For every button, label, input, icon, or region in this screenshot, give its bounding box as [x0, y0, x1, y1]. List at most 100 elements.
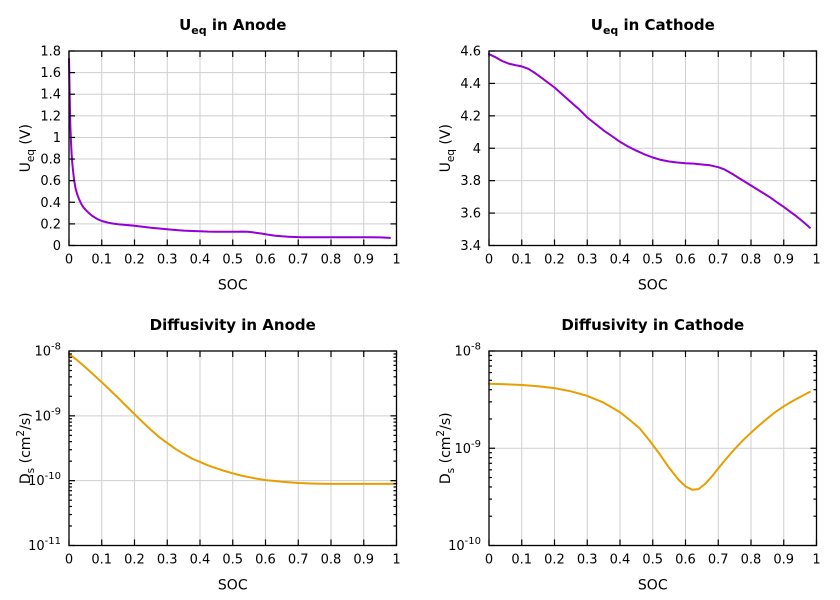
x-tick-label: 0.3 — [157, 553, 178, 568]
x-tick-label: 0.1 — [91, 553, 112, 568]
x-tick-label: 0 — [65, 253, 73, 268]
y-tick-label: 0.6 — [40, 174, 61, 189]
y-tick-label: 3.8 — [460, 174, 481, 189]
y-axis-label: Ueq (V) — [18, 124, 37, 172]
curve-diffusivity-anode — [68, 353, 398, 485]
tick-marks — [488, 50, 818, 247]
chart-svg-ueq-anode: 0 0.1 0.2 0.3 0.4 0.5 0.6 0.7 0.8 0.9 1 0 0.2 0.4 0.6 0… — [18, 16, 401, 294]
grid-lines — [68, 350, 397, 546]
y-axis-label: Ueq (V) — [438, 124, 457, 172]
chart-title: Ueq in Anode — [179, 16, 286, 37]
y-tick-label: 1.8 — [40, 45, 61, 60]
y-tick-label: 3.6 — [460, 207, 481, 222]
grid-lines — [68, 50, 397, 246]
x-tick-label: 0.2 — [124, 553, 145, 568]
chart-title: Diffusivity in Anode — [150, 316, 316, 334]
x-tick-label: 0.2 — [544, 553, 565, 568]
curve-ueq-anode — [68, 57, 391, 239]
y-tick-label: 4 — [473, 142, 481, 157]
x-tick-label: 0.3 — [577, 553, 598, 568]
chart-ueq-anode: 0 0.1 0.2 0.3 0.4 0.5 0.6 0.7 0.8 0.9 1 0 0.2 0.4 0.6 0… — [0, 0, 420, 300]
curve-ueq-cathode — [488, 53, 811, 229]
x-tick-label: 0.7 — [708, 553, 729, 568]
x-tick-label: 0.3 — [157, 253, 178, 268]
y-tick-label: 1 — [53, 131, 61, 146]
y-tick-label: 10-9 — [454, 439, 481, 457]
x-tick-label: 0.9 — [773, 253, 794, 268]
y-tick-label: 4.2 — [460, 109, 481, 124]
y-tick-label: 3.4 — [460, 239, 481, 254]
chart-diffusivity-anode: 0 0.1 0.2 0.3 0.4 0.5 0.6 0.7 0.8 0.9 1 10-11 10-10 1… — [0, 300, 420, 600]
y-tick-label: 10-11 — [28, 536, 61, 554]
grid-lines — [488, 50, 817, 246]
x-tick-label: 0.6 — [255, 553, 276, 568]
x-tick-label: 0.5 — [642, 553, 663, 568]
x-tick-label: 0.8 — [741, 553, 762, 568]
y-tick-label: 10-10 — [448, 536, 481, 554]
x-axis-label: SOC — [638, 578, 668, 594]
y-tick-label: 0.8 — [40, 153, 61, 168]
y-tick-label: 4.4 — [460, 77, 481, 92]
x-tick-label: 1 — [392, 553, 400, 568]
x-tick-label: 0.2 — [544, 253, 565, 268]
x-tick-label: 1 — [392, 253, 400, 268]
x-tick-label: 0.2 — [124, 253, 145, 268]
x-tick-label: 0.5 — [222, 253, 243, 268]
y-tick-label: 10-8 — [34, 342, 61, 360]
x-tick-label: 0.5 — [222, 553, 243, 568]
x-tick-label: 0.6 — [255, 253, 276, 268]
x-tick-label: 0 — [485, 553, 493, 568]
y-axis-label: Ds (cm2/s) — [435, 412, 457, 484]
x-tick-label: 0.4 — [190, 253, 211, 268]
chart-svg-diffusivity-anode: 0 0.1 0.2 0.3 0.4 0.5 0.6 0.7 0.8 0.9 1 10-11 10-10 1… — [15, 316, 401, 594]
y-axis-label: Ds (cm2/s) — [15, 412, 37, 484]
x-tick-label: 0.6 — [675, 553, 696, 568]
y-tick-label: 0 — [53, 239, 61, 254]
x-axis-label: SOC — [218, 278, 248, 294]
x-tick-label: 0.9 — [773, 553, 794, 568]
x-tick-label: 0.7 — [288, 253, 309, 268]
x-tick-label: 0.8 — [741, 253, 762, 268]
x-tick-label: 0.7 — [708, 253, 729, 268]
y-tick-label: 10-10 — [28, 471, 61, 489]
x-tick-label: 0.4 — [610, 253, 631, 268]
x-tick-label: 0.6 — [675, 253, 696, 268]
x-tick-label: 0.8 — [321, 553, 342, 568]
x-axis-label: SOC — [638, 278, 668, 294]
chart-svg-diffusivity-cathode: 0 0.1 0.2 0.3 0.4 0.5 0.6 0.7 0.8 0.9 1 10-10 10-9 10… — [435, 316, 821, 594]
grid-lines — [488, 350, 817, 546]
x-tick-label: 0 — [65, 553, 73, 568]
x-tick-label: 0.4 — [190, 553, 211, 568]
x-tick-label: 0.9 — [353, 553, 374, 568]
chart-ueq-cathode: 0 0.1 0.2 0.3 0.4 0.5 0.6 0.7 0.8 0.9 1 3.4 3.6 3.8 4 4… — [420, 0, 840, 300]
x-tick-label: 1 — [812, 253, 820, 268]
x-tick-label: 1 — [812, 553, 820, 568]
y-tick-label: 0.4 — [40, 196, 61, 211]
y-tick-label: 4.6 — [460, 45, 481, 60]
x-tick-label: 0.1 — [91, 253, 112, 268]
x-tick-label: 0.5 — [642, 253, 663, 268]
x-tick-label: 0.9 — [353, 253, 374, 268]
x-tick-label: 0.3 — [577, 253, 598, 268]
chart-svg-ueq-cathode: 0 0.1 0.2 0.3 0.4 0.5 0.6 0.7 0.8 0.9 1 3.4 3.6 3.8 4 4… — [438, 16, 821, 294]
tick-marks — [68, 350, 398, 547]
y-tick-label: 10-8 — [454, 342, 481, 360]
y-tick-label: 1.2 — [40, 109, 61, 124]
tick-marks — [68, 50, 398, 247]
chart-title: Ueq in Cathode — [591, 16, 715, 37]
chart-diffusivity-cathode: 0 0.1 0.2 0.3 0.4 0.5 0.6 0.7 0.8 0.9 1 10-10 10-9 10… — [420, 300, 840, 600]
chart-title: Diffusivity in Cathode — [561, 316, 744, 334]
x-tick-label: 0 — [485, 253, 493, 268]
x-tick-label: 0.7 — [288, 553, 309, 568]
y-tick-label: 1.4 — [40, 88, 61, 103]
tick-marks — [488, 350, 818, 547]
x-axis-label: SOC — [218, 578, 248, 594]
x-tick-label: 0.1 — [511, 553, 532, 568]
y-tick-label: 10-9 — [34, 406, 61, 424]
curve-diffusivity-cathode — [488, 382, 811, 491]
y-tick-label: 1.6 — [40, 66, 61, 81]
x-tick-label: 0.8 — [321, 253, 342, 268]
x-tick-label: 0.1 — [511, 253, 532, 268]
x-tick-label: 0.4 — [610, 553, 631, 568]
